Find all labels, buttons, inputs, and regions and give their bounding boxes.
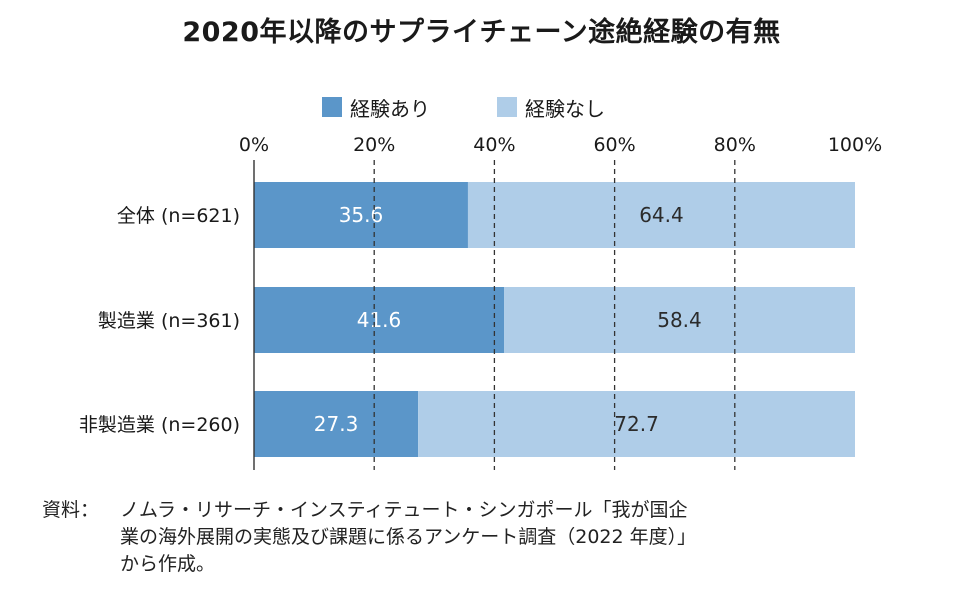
bar-segment (467, 182, 855, 248)
legend-swatch (322, 97, 342, 117)
legend-swatch (497, 97, 517, 117)
bar-segment (418, 391, 855, 457)
x-tick-label: 100% (828, 134, 882, 156)
bar-segment (504, 287, 855, 353)
source-line: 業の海外展開の実態及び課題に係るアンケート調査（2022 年度）」 (120, 526, 697, 548)
category-label: 製造業 (n=361) (98, 310, 240, 332)
legend-label: 経験なし (525, 97, 605, 121)
source-text: ノムラ・リサーチ・インスティテュート・シンガポール「我が国企 業の海外展開の実態… (120, 497, 920, 578)
data-label: 58.4 (657, 308, 702, 332)
legend-label: 経験あり (350, 97, 430, 121)
source-label: 資料： (42, 499, 100, 521)
source-line: ノムラ・リサーチ・インスティテュート・シンガポール「我が国企 (120, 499, 688, 521)
data-label: 72.7 (614, 412, 659, 436)
x-tick-label: 80% (714, 134, 756, 156)
data-label: 35.6 (339, 203, 384, 227)
x-tick-label: 40% (473, 134, 515, 156)
bar-segment (254, 391, 419, 457)
chart-title: 2020年以降のサプライチェーン途絶経験の有無 (182, 17, 781, 48)
bar-segment (254, 182, 468, 248)
category-label: 非製造業 (n=260) (79, 414, 240, 436)
category-label: 全体 (n=621) (117, 205, 240, 227)
x-tick-label: 60% (593, 134, 635, 156)
source-line: から作成。 (120, 553, 216, 575)
bar-segment (254, 287, 505, 353)
x-tick-label: 0% (239, 134, 269, 156)
data-label: 27.3 (314, 412, 359, 436)
x-tick-label: 20% (353, 134, 395, 156)
data-label: 41.6 (357, 308, 402, 332)
data-label: 64.4 (639, 203, 684, 227)
